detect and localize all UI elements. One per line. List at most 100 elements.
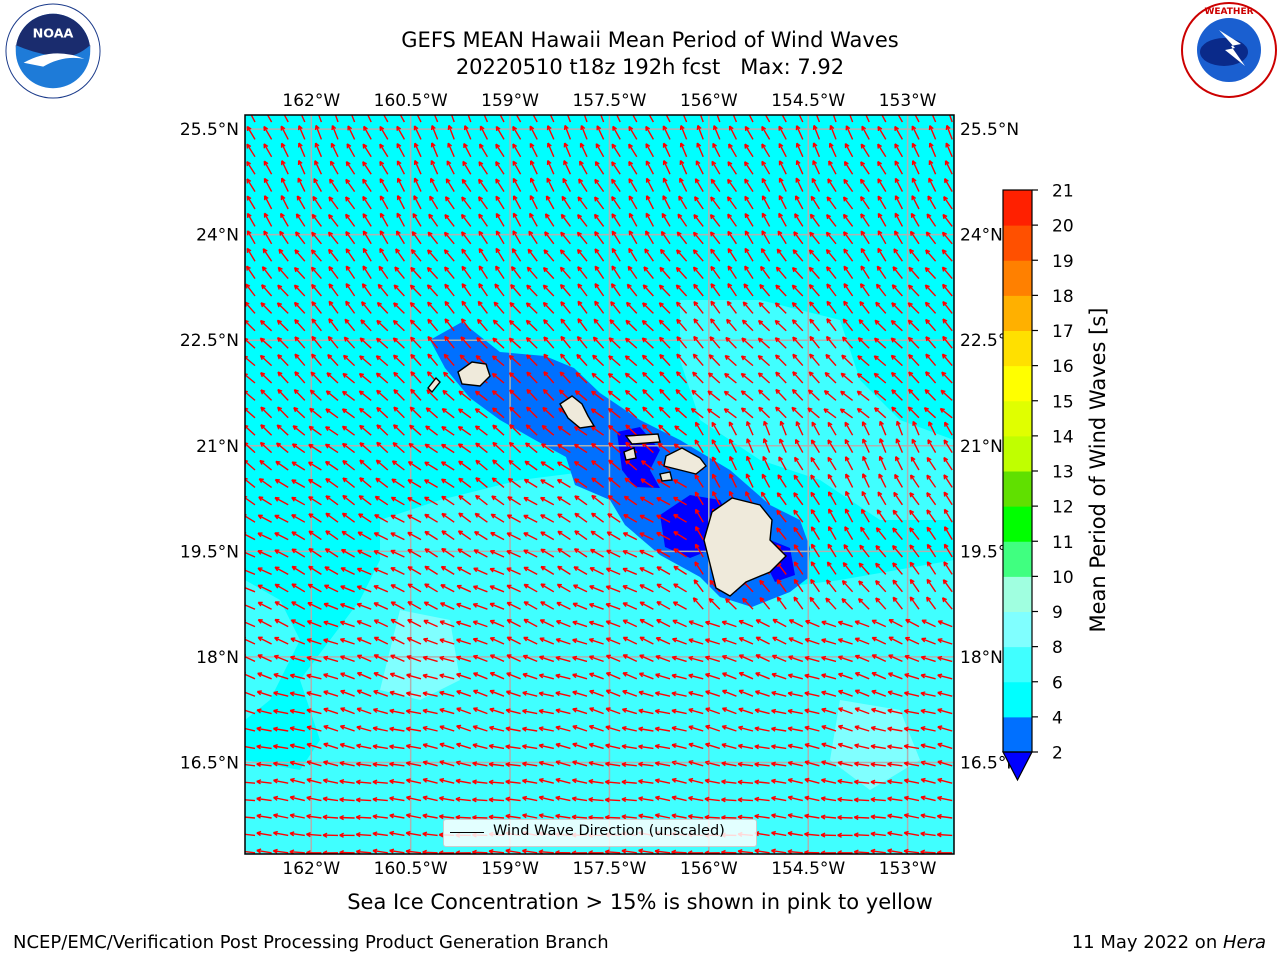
wind-wave-arrow	[390, 584, 405, 593]
wind-wave-arrow	[656, 566, 671, 576]
wind-wave-arrow	[340, 567, 355, 576]
wind-wave-arrow	[903, 778, 920, 784]
wind-wave-arrow	[738, 654, 754, 663]
wind-wave-arrow	[903, 813, 920, 819]
wind-wave-arrow	[873, 355, 887, 367]
wind-wave-arrow	[456, 707, 472, 715]
wind-wave-arrow	[410, 388, 422, 401]
wind-wave-arrow	[358, 495, 372, 506]
wind-wave-arrow	[771, 690, 787, 697]
wind-wave-arrow	[324, 426, 339, 436]
wind-wave-arrow	[555, 795, 571, 802]
field-contour-6-8	[245, 580, 300, 720]
wind-wave-arrow	[628, 178, 638, 192]
wind-wave-arrow	[260, 389, 273, 401]
wind-wave-arrow	[566, 115, 572, 123]
wind-wave-arrow	[622, 672, 638, 680]
wind-wave-arrow	[837, 742, 853, 750]
wind-wave-arrow	[621, 726, 637, 732]
wind-wave-arrow	[340, 707, 355, 715]
wind-wave-arrow	[325, 512, 339, 523]
wind-wave-arrow	[245, 495, 256, 506]
wind-wave-arrow	[574, 478, 588, 488]
colorbar-tick-label: 6	[1052, 673, 1063, 693]
wind-wave-arrow	[744, 195, 754, 210]
wind-wave-arrow	[559, 249, 571, 262]
wind-wave-arrow	[256, 708, 272, 715]
colorbar-tick-label: 19	[1052, 252, 1074, 272]
wind-wave-arrow	[579, 160, 588, 175]
wind-wave-arrow	[462, 160, 472, 175]
wind-wave-arrow	[887, 690, 903, 697]
wind-wave-arrow	[688, 638, 704, 645]
wind-wave-arrow	[458, 460, 472, 471]
wind-wave-arrow	[774, 302, 787, 314]
wind-wave-arrow	[272, 726, 289, 732]
wind-wave-arrow	[379, 212, 389, 227]
wind-wave-arrow	[688, 795, 704, 802]
wind-wave-arrow	[313, 178, 323, 192]
wind-wave-arrow	[845, 125, 854, 140]
wind-wave-arrow	[704, 814, 720, 820]
wind-wave-arrow	[389, 778, 405, 785]
colorbar-tick-label: 12	[1052, 498, 1074, 518]
wind-wave-arrow	[645, 143, 655, 158]
wind-wave-arrow	[704, 655, 721, 663]
wind-wave-arrow	[857, 355, 870, 367]
wind-wave-arrow	[447, 142, 455, 158]
wind-wave-arrow	[291, 531, 306, 541]
wind-wave-arrow	[575, 372, 588, 384]
wind-wave-arrow	[604, 779, 621, 785]
wind-wave-arrow	[257, 672, 272, 680]
wind-wave-arrow	[853, 779, 870, 785]
wind-wave-arrow	[788, 655, 804, 663]
wind-wave-arrow	[589, 585, 604, 593]
wind-wave-arrow	[755, 636, 770, 645]
wind-wave-arrow	[820, 796, 837, 802]
wind-wave-arrow	[308, 478, 322, 488]
wind-wave-arrow	[706, 408, 721, 419]
wind-wave-arrow	[944, 421, 953, 436]
wind-wave-arrow	[542, 266, 555, 280]
wind-wave-arrow	[860, 213, 870, 227]
wind-wave-arrow	[339, 742, 355, 750]
wind-wave-arrow	[540, 601, 555, 610]
wind-wave-arrow	[744, 178, 754, 192]
wind-wave-arrow	[323, 724, 339, 732]
wind-wave-arrow	[721, 655, 737, 663]
wind-wave-arrow	[638, 848, 654, 854]
wind-wave-arrow	[260, 302, 273, 314]
wind-wave-arrow	[579, 142, 588, 158]
lat-tick-label-left: 25.5°N	[180, 120, 239, 140]
wind-wave-arrow	[823, 390, 837, 401]
wind-wave-arrow	[856, 407, 870, 419]
wind-wave-arrow	[795, 159, 804, 175]
wind-wave-arrow	[721, 725, 737, 732]
wind-wave-arrow	[944, 178, 953, 192]
wind-wave-arrow	[821, 690, 837, 697]
wind-wave-arrow	[472, 637, 488, 645]
wind-wave-arrow	[473, 549, 488, 558]
wind-wave-arrow	[588, 760, 604, 767]
wind-wave-arrow	[389, 726, 405, 732]
wind-wave-arrow	[444, 318, 455, 332]
wind-wave-arrow	[544, 231, 555, 245]
wind-wave-arrow	[340, 585, 355, 593]
wind-wave-arrow	[495, 178, 505, 192]
wind-wave-arrow	[425, 425, 439, 436]
wind-wave-arrow	[488, 797, 505, 803]
wind-wave-arrow	[439, 638, 455, 645]
wind-wave-arrow	[488, 848, 505, 854]
wind-wave-arrow	[560, 213, 571, 227]
wind-wave-arrow	[677, 213, 688, 227]
wind-wave-arrow	[624, 355, 638, 367]
wind-wave-arrow	[857, 597, 870, 610]
wind-wave-arrow	[293, 301, 306, 314]
wind-wave-arrow	[695, 160, 704, 175]
wind-wave-arrow	[576, 248, 588, 262]
wind-wave-arrow	[311, 231, 322, 245]
wind-wave-arrow	[778, 160, 787, 175]
wind-wave-arrow	[894, 143, 904, 158]
wind-wave-arrow	[693, 335, 704, 349]
wind-wave-arrow	[522, 795, 538, 802]
